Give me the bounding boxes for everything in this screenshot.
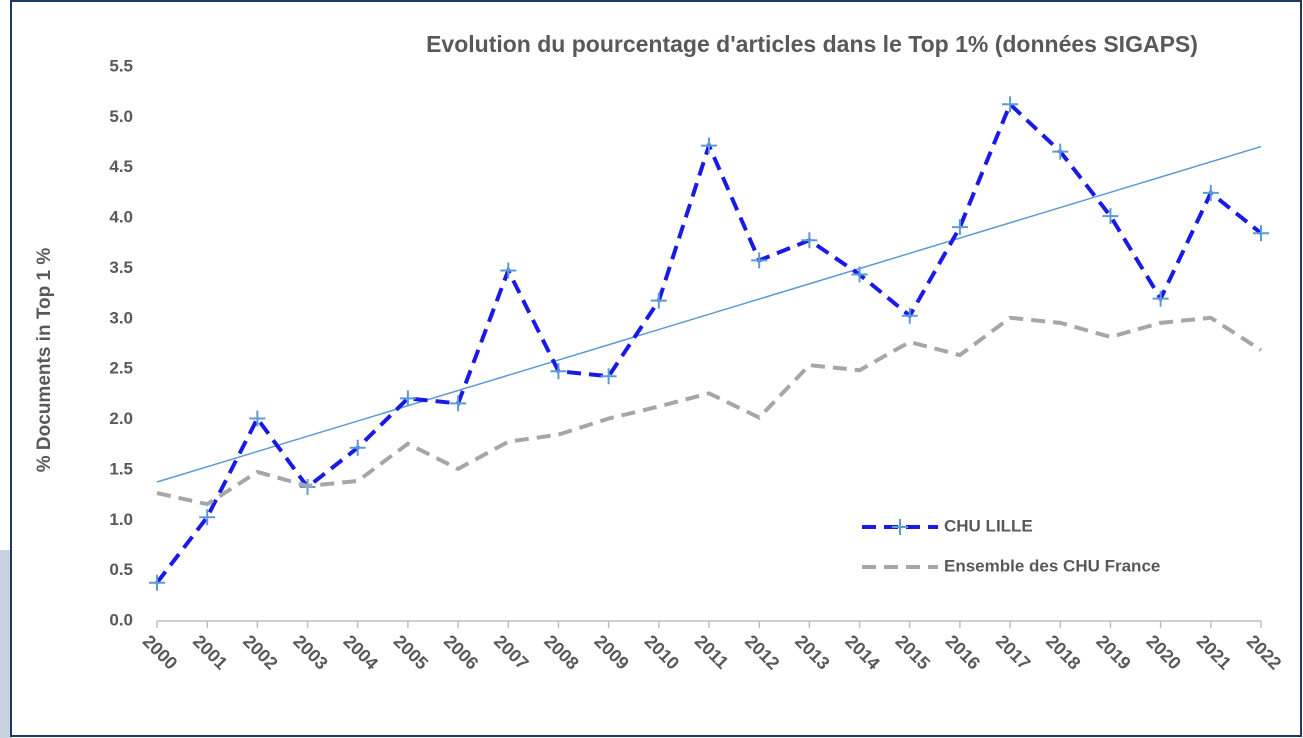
side-panel: [0, 550, 12, 738]
y-tick-label: 0.0: [109, 610, 133, 629]
y-tick-label: 4.5: [109, 157, 133, 176]
x-tick-label: 2018: [1042, 631, 1084, 673]
x-tick-label: 2022: [1243, 631, 1285, 673]
x-tick-label: 2000: [139, 631, 181, 673]
data-point: [349, 439, 366, 456]
x-tick-label: 2001: [189, 631, 231, 673]
x-tick-label: 2020: [1142, 631, 1184, 673]
data-point: [1202, 184, 1219, 201]
legend-label: Ensemble des CHU France: [944, 556, 1160, 575]
trendline: [156, 145, 1262, 483]
x-tick-label: 2006: [440, 631, 482, 673]
y-tick-label: 3.5: [109, 258, 133, 277]
x-tick-label: 2015: [892, 631, 934, 673]
x-tick-label: 2003: [289, 631, 331, 673]
data-point: [450, 395, 467, 412]
data-point: [1253, 225, 1269, 242]
data-point: [801, 232, 818, 249]
x-tick-label: 2004: [340, 631, 382, 673]
data-point: [701, 137, 717, 154]
x-tick-label: 2012: [741, 631, 783, 673]
y-tick-label: 1.5: [109, 459, 133, 478]
y-tick-label: 4.0: [109, 208, 133, 227]
x-tick-label: 2013: [791, 631, 833, 673]
y-tick-label: 0.5: [109, 560, 133, 579]
data-point: [851, 266, 868, 283]
y-tick-label: 5.0: [109, 107, 133, 126]
data-point: [650, 292, 667, 309]
chart-title: Evolution du pourcentage d'articles dans…: [426, 31, 1198, 57]
x-tick-label: 2019: [1092, 631, 1134, 673]
data-point: [399, 390, 416, 407]
data-point: [149, 574, 165, 591]
x-tick-label: 2014: [841, 631, 883, 673]
data-point: [751, 252, 768, 269]
x-tick-label: 2005: [390, 631, 432, 673]
data-point: [1002, 96, 1019, 113]
data-point: [600, 368, 617, 385]
y-tick-label: 2.5: [109, 359, 133, 378]
x-tick-label: 2007: [490, 631, 532, 673]
data-point: [951, 219, 968, 236]
data-point: [901, 307, 918, 324]
legend-label: CHU LILLE: [944, 516, 1033, 535]
series-line: [155, 100, 1263, 584]
x-tick-label: 2009: [590, 631, 632, 673]
y-tick-label: 2.0: [109, 409, 133, 428]
series-line: [156, 315, 1263, 507]
legend-marker: [892, 519, 908, 535]
x-tick-label: 2002: [239, 631, 281, 673]
data-point: [1052, 143, 1069, 160]
y-tick-label: 1.0: [109, 510, 133, 529]
data-point: [199, 509, 216, 526]
data-point: [249, 410, 266, 427]
x-tick-label: 2008: [540, 631, 582, 673]
data-point: [550, 363, 567, 380]
x-tick-label: 2011: [691, 631, 733, 673]
y-axis-label: % Documents in Top 1 %: [34, 248, 55, 473]
y-tick-label: 5.5: [109, 56, 133, 75]
x-tick-label: 2021: [1193, 631, 1235, 673]
data-point: [1102, 208, 1119, 225]
x-tick-label: 2010: [641, 631, 683, 673]
data-point: [1152, 290, 1169, 307]
y-tick-label: 3.0: [109, 308, 133, 327]
data-point: [500, 262, 517, 279]
x-tick-label: 2017: [992, 631, 1034, 673]
frame: [10, 0, 1302, 737]
x-tick-label: 2016: [942, 631, 984, 673]
